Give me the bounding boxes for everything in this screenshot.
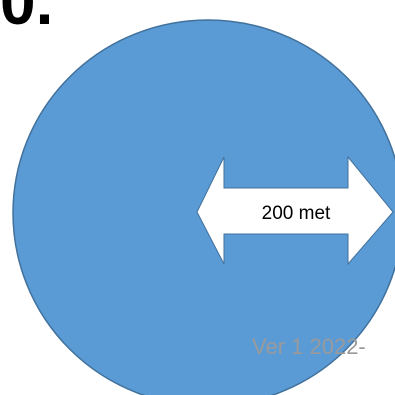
version-footer-text: Ver 1 2022-: [252, 334, 366, 359]
radius-measure-label: 200 met: [261, 203, 331, 224]
slide-title-fragment: 0.: [0, 0, 54, 38]
double-headed-arrow: [196, 155, 394, 266]
